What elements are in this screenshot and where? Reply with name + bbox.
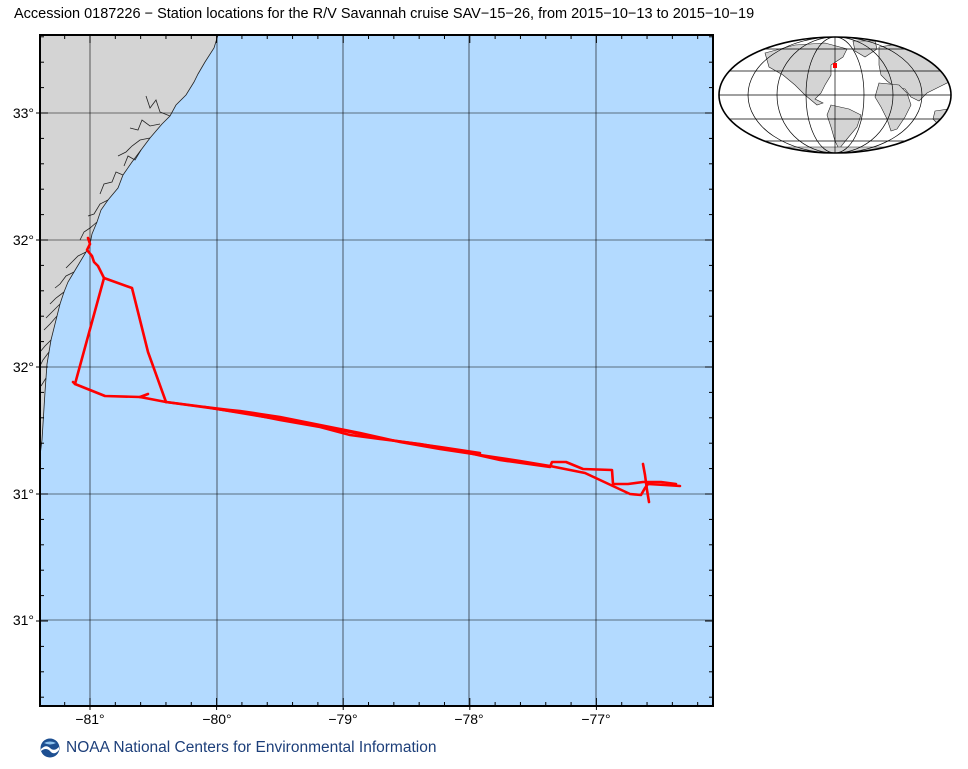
- x-tick-label: −78°: [454, 711, 483, 727]
- land-area: [40, 35, 219, 457]
- y-tick-label: 31°: [13, 486, 34, 502]
- y-tick-label: 31°: [13, 612, 34, 628]
- cruise-track: [71, 236, 682, 504]
- map-frame: [39, 34, 714, 707]
- coastline-detail: [40, 95, 171, 387]
- footer: NOAA National Centers for Environmental …: [40, 736, 436, 760]
- map-title: Accession 0187226 − Station locations fo…: [14, 6, 755, 22]
- graticule: [40, 35, 713, 706]
- frame-ticks: [36, 35, 713, 710]
- inset-location-marker: [833, 63, 837, 68]
- x-tick-label: −77°: [581, 711, 610, 727]
- noaa-logo-icon: [40, 738, 60, 758]
- y-tick-label: 33°: [13, 105, 34, 121]
- y-tick-label: 32°: [13, 359, 34, 375]
- x-tick-label: −81°: [75, 711, 104, 727]
- x-tick-label: −80°: [202, 711, 231, 727]
- footer-text: NOAA National Centers for Environmental …: [66, 739, 437, 756]
- inset-world-map: [718, 36, 952, 154]
- y-tick-label: 32°: [13, 232, 34, 248]
- x-tick-label: −79°: [328, 711, 357, 727]
- ocean-area: [40, 35, 713, 706]
